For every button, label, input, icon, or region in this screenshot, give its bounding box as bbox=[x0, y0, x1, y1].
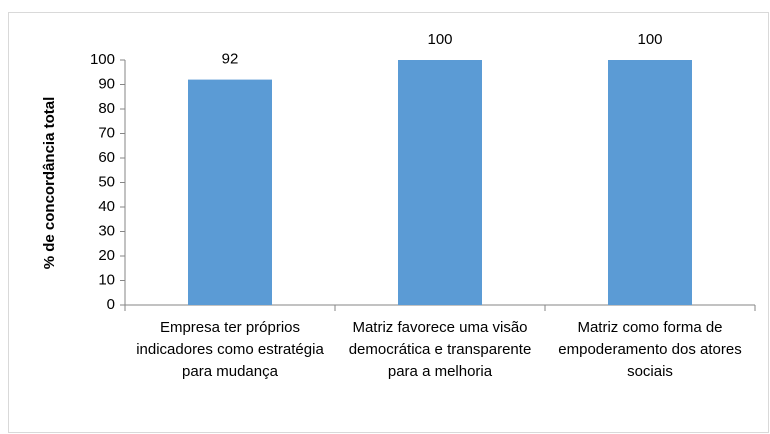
y-tick-label: 60 bbox=[98, 149, 115, 166]
data-label: 100 bbox=[637, 31, 662, 48]
y-tick-label: 100 bbox=[90, 51, 115, 68]
y-tick-label: 90 bbox=[98, 75, 115, 92]
x-tick-label: Matriz como forma de empoderamento dos a… bbox=[558, 319, 742, 380]
y-tick-label: 0 bbox=[107, 296, 115, 313]
data-label: 100 bbox=[427, 31, 452, 48]
y-axis-title: % de concordância total bbox=[41, 97, 58, 270]
data-label: 92 bbox=[222, 51, 239, 68]
x-tick-label: Matriz favorece uma visão democrática e … bbox=[348, 319, 532, 380]
y-tick-label: 20 bbox=[98, 247, 115, 264]
y-tick-label: 70 bbox=[98, 124, 115, 141]
bar bbox=[398, 60, 482, 305]
y-tick-label: 50 bbox=[98, 173, 115, 190]
y-tick-label: 30 bbox=[98, 222, 115, 239]
y-tick-label: 40 bbox=[98, 198, 115, 215]
y-tick-label: 80 bbox=[98, 100, 115, 117]
bar bbox=[188, 79, 272, 305]
chart-frame bbox=[8, 12, 769, 433]
x-tick-label: Empresa ter próprios indicadores como es… bbox=[136, 319, 324, 380]
y-tick-label: 10 bbox=[98, 271, 115, 288]
bar bbox=[608, 60, 692, 305]
